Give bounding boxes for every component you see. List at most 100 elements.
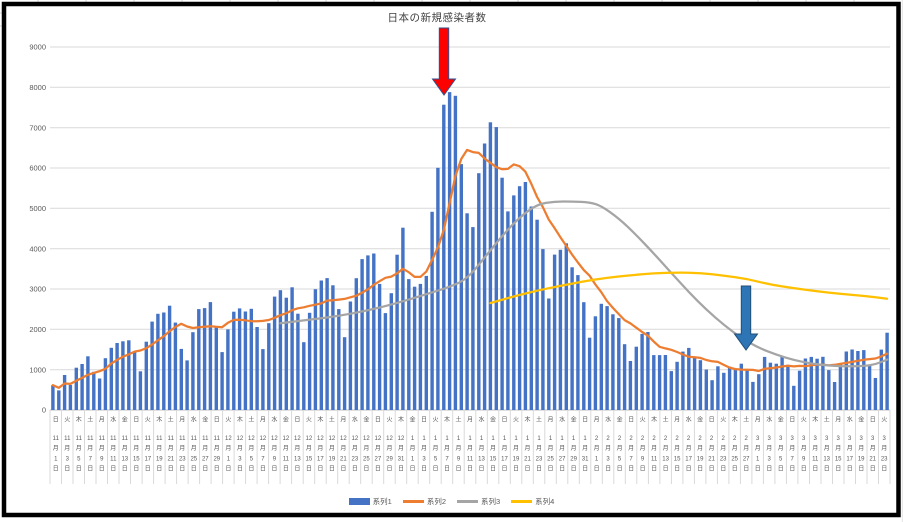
x-tick-label-part: 日 bbox=[444, 466, 450, 473]
x-tick-label-part: 19 bbox=[513, 457, 520, 463]
x-tick-label-part: 金 bbox=[617, 416, 623, 424]
x-tick-label-part: 11 bbox=[283, 457, 290, 463]
x-tick-label-part: 水 bbox=[271, 416, 277, 424]
legend-item-series3[interactable]: 系列3 bbox=[457, 496, 500, 507]
x-tick-label-part: 日 bbox=[156, 466, 162, 473]
x-tick-label-part: 日 bbox=[248, 466, 254, 473]
x-tick-label-part: 日 bbox=[547, 466, 553, 473]
x-tick-label-part: 日 bbox=[640, 466, 646, 473]
red-down-arrow-icon[interactable] bbox=[431, 27, 457, 96]
x-tick-label-part: 月 bbox=[582, 445, 588, 452]
x-tick-label-part: 日 bbox=[202, 466, 208, 473]
legend-item-series1[interactable]: 系列1 bbox=[348, 496, 392, 507]
x-tick-label-part: 日 bbox=[409, 466, 415, 473]
x-tick-label-part: 水 bbox=[686, 416, 692, 424]
x-tick-label-part: 27 bbox=[743, 457, 750, 463]
x-tick-label-part: 11 bbox=[87, 436, 94, 442]
x-tick-label-part: 月 bbox=[697, 445, 703, 452]
x-tick-label-part: 火 bbox=[801, 417, 807, 424]
x-tick-label-part: 月 bbox=[122, 445, 128, 452]
x-tick-label-part: 23 bbox=[881, 457, 888, 463]
x-tick-label-part: 水 bbox=[559, 416, 565, 424]
x-tick-label-part: 日 bbox=[317, 466, 323, 473]
series3-line bbox=[279, 200, 889, 368]
x-tick-label-part: 12 bbox=[260, 436, 267, 442]
x-tick-label-part: 月 bbox=[271, 445, 277, 452]
x-tick-label-part: 木 bbox=[524, 416, 530, 424]
legend-label-series2: 系列2 bbox=[426, 497, 446, 506]
x-tick-label-part: 29 bbox=[213, 457, 220, 463]
x-tick-label-part: 月 bbox=[156, 445, 162, 452]
y-tick-label: 1000 bbox=[29, 365, 46, 374]
x-tick-label-part: 日 bbox=[628, 466, 634, 473]
x-tick-label-part: 1 bbox=[503, 436, 507, 442]
x-tick-label-part: 9 bbox=[802, 457, 806, 463]
x-tick-label-part: 土 bbox=[743, 416, 749, 424]
legend-item-series4[interactable]: 系列4 bbox=[511, 496, 554, 507]
x-tick-label-part: 23 bbox=[536, 457, 543, 463]
x-tick-label-part: 月 bbox=[340, 417, 346, 424]
y-tick-label: 7000 bbox=[29, 123, 46, 132]
x-tick-label-part: 5 bbox=[77, 457, 81, 463]
x-tick-label-part: 月 bbox=[179, 417, 185, 424]
series4-line bbox=[489, 271, 889, 305]
x-tick-label-part: 金 bbox=[122, 416, 128, 424]
x-tick-label-part: 15 bbox=[490, 457, 497, 463]
x-tick-label-part: 日 bbox=[663, 466, 669, 473]
x-tick-label-part: 3 bbox=[66, 457, 70, 463]
x-tick-label-part: 7 bbox=[791, 457, 795, 463]
x-tick-label-part: 1 bbox=[54, 457, 58, 463]
x-tick-label-part: 12 bbox=[306, 436, 313, 442]
x-tick-label-part: 5 bbox=[779, 457, 783, 463]
x-tick-label-part: 13 bbox=[294, 457, 301, 463]
x-tick-label-part: 月 bbox=[501, 445, 507, 452]
x-tick-label-part: 月 bbox=[340, 445, 346, 452]
x-tick-label-part: 19 bbox=[156, 457, 163, 463]
x-tick-label-part: 12 bbox=[271, 436, 278, 442]
x-tick-label-part: 3 bbox=[779, 436, 783, 442]
x-tick-label-part: 火 bbox=[640, 417, 646, 424]
x-tick-label-part: 13 bbox=[662, 457, 669, 463]
x-tick-label-part: 7 bbox=[445, 457, 449, 463]
x-tick-label-part: 日 bbox=[501, 466, 507, 473]
x-tick-label-part: 1 bbox=[549, 436, 553, 442]
x-tick-label-part: 日 bbox=[858, 466, 864, 473]
x-tick-label-part: 日 bbox=[398, 466, 404, 473]
x-tick-label-part: 15 bbox=[306, 457, 313, 463]
x-tick-label-part: 3 bbox=[768, 457, 772, 463]
x-tick-label-part: 月 bbox=[720, 445, 726, 452]
blue-down-arrow-icon[interactable] bbox=[733, 285, 759, 351]
x-tick-label-part: 火 bbox=[881, 417, 887, 424]
x-tick-label-part: 11 bbox=[64, 436, 71, 442]
x-tick-label-part: 25 bbox=[190, 457, 197, 463]
x-tick-label-part: 日 bbox=[329, 466, 335, 473]
x-tick-label-part: 2 bbox=[652, 436, 656, 442]
x-tick-label-part: 12 bbox=[375, 436, 382, 442]
x-tick-label-part: 月 bbox=[110, 445, 116, 452]
x-tick-label-part: 9 bbox=[457, 457, 461, 463]
x-tick-label-part: 19 bbox=[329, 457, 336, 463]
x-tick-label-part: 月 bbox=[824, 445, 830, 452]
x-tick-label-part: 金 bbox=[571, 416, 577, 424]
x-tick-label-part: 月 bbox=[421, 445, 427, 452]
x-tick-label-part: 月 bbox=[594, 445, 600, 452]
x-tick-label-part: 金 bbox=[363, 416, 369, 424]
x-tick-label-part: 1 bbox=[560, 436, 564, 442]
x-tick-label-part: 日 bbox=[686, 466, 692, 473]
x-tick-label-part: 1 bbox=[572, 436, 576, 442]
x-tick-label-part: 月 bbox=[835, 445, 841, 452]
x-tick-label-part: 月 bbox=[870, 445, 876, 452]
x-tick-label-part: 月 bbox=[191, 445, 197, 452]
x-tick-label-part: 31 bbox=[398, 457, 405, 463]
y-tick-label: 3000 bbox=[29, 285, 46, 294]
x-tick-label-part: 1 bbox=[457, 436, 461, 442]
x-tick-label-part: 日 bbox=[225, 466, 231, 473]
x-tick-label-part: 19 bbox=[697, 457, 704, 463]
x-tick-label-part: 27 bbox=[559, 457, 566, 463]
x-tick-label-part: 土 bbox=[248, 416, 254, 424]
legend-item-series2[interactable]: 系列2 bbox=[402, 496, 446, 507]
x-tick-label-part: 日 bbox=[237, 466, 243, 473]
x-tick-label-part: 月 bbox=[248, 445, 254, 452]
x-tick-label-part: 木 bbox=[76, 416, 82, 424]
